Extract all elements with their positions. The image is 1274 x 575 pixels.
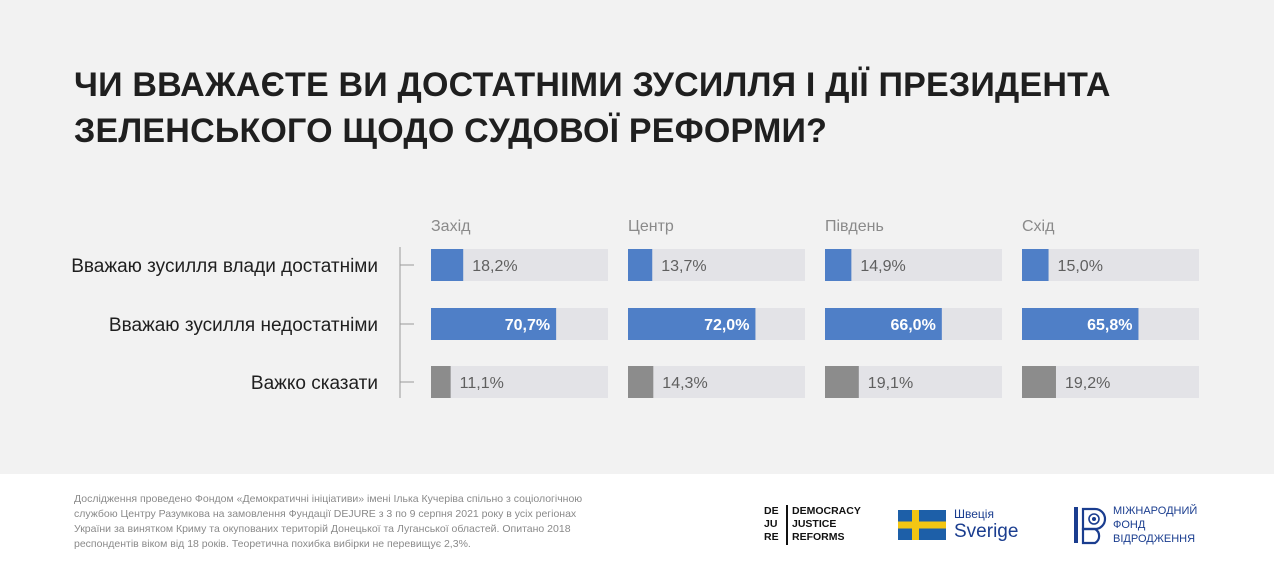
region-header: Схід <box>1022 218 1055 235</box>
bar <box>825 249 852 281</box>
data-label: 70,7% <box>505 317 550 334</box>
bar-track <box>628 366 805 398</box>
dejure-logo-right: DEMOCRACY JUSTICE REFORMS <box>792 505 862 544</box>
bar-track <box>628 249 805 281</box>
data-label: 18,2% <box>472 258 517 275</box>
bar <box>628 366 654 398</box>
data-label: 65,8% <box>1087 317 1132 334</box>
dejure-logo: DE JU RE DEMOCRACY JUSTICE REFORMS <box>764 505 861 545</box>
dejure-reforms: REFORMS <box>792 531 845 543</box>
bar-track <box>431 366 608 398</box>
irf-line-2: ФОНД <box>1113 519 1146 531</box>
data-label: 14,3% <box>662 375 707 392</box>
data-label: 11,1% <box>460 375 504 392</box>
sweden-logo: Швеція Sverige <box>898 507 1028 543</box>
data-label: 66,0% <box>890 317 935 334</box>
data-label: 19,2% <box>1065 375 1110 392</box>
category-label: Важко сказати <box>251 373 378 394</box>
bar-track <box>1022 249 1199 281</box>
title-line-2: ЗЕЛЕНСЬКОГО ЩОДО СУДОВОЇ РЕФОРМИ? <box>74 112 828 150</box>
irf-line-3: ВІДРОДЖЕННЯ <box>1113 533 1196 545</box>
data-label: 19,1% <box>868 375 913 392</box>
irf-label: МІЖНАРОДНИЙ ФОНД ВІДРОДЖЕННЯ <box>1113 504 1197 546</box>
bar <box>1022 308 1139 340</box>
dejure-re: RE <box>764 531 779 543</box>
bar <box>825 366 859 398</box>
dejure-de: DE <box>764 505 779 517</box>
bar <box>431 308 557 340</box>
category-label: Вважаю зусилля влади достатніми <box>71 256 378 277</box>
title-line-1: ЧИ ВВАЖАЄТЕ ВИ ДОСТАТНІМИ ЗУСИЛЛЯ І ДІЇ … <box>74 66 1111 104</box>
footer-note: Дослідження проведено Фондом «Демократич… <box>74 493 583 550</box>
region-header: Південь <box>825 218 884 235</box>
chart-title: ЧИ ВВАЖАЄТЕ ВИ ДОСТАТНІМИ ЗУСИЛЛЯ І ДІЇ … <box>74 62 1174 154</box>
category-label: Вважаю зусилля недостатніми <box>109 315 378 336</box>
bar <box>825 308 942 340</box>
data-label: 14,9% <box>860 258 905 275</box>
dejure-justice: JUSTICE <box>792 518 837 530</box>
data-label: 15,0% <box>1058 258 1103 275</box>
dejure-logo-left: DE JU RE <box>764 505 786 544</box>
region-header: Центр <box>628 218 674 235</box>
sweden-flag-icon <box>898 510 946 540</box>
bar <box>1022 249 1049 281</box>
bar <box>628 249 653 281</box>
data-label: 13,7% <box>661 258 706 275</box>
data-label: 72,0% <box>704 317 749 334</box>
irf-line-1: МІЖНАРОДНИЙ <box>1113 505 1198 517</box>
bar <box>1022 366 1056 398</box>
dejure-democracy: DEMOCRACY <box>792 505 861 517</box>
bar-track <box>825 249 1002 281</box>
region-header: Захід <box>431 218 471 235</box>
sweden-label-sv: Sverige <box>954 521 1019 542</box>
bar <box>628 308 756 340</box>
sweden-label-ua: Швеція <box>954 507 994 521</box>
dejure-ju: JU <box>764 518 778 530</box>
dejure-separator <box>786 505 788 545</box>
irf-logo: МІЖНАРОДНИЙ ФОНД ВІДРОДЖЕННЯ <box>1073 503 1213 547</box>
bar <box>431 366 451 398</box>
irf-mark-icon <box>1074 507 1107 545</box>
bar <box>431 249 464 281</box>
bar-chart: Вважаю зусилля влади достатніми Вважаю зу… <box>71 218 1199 398</box>
